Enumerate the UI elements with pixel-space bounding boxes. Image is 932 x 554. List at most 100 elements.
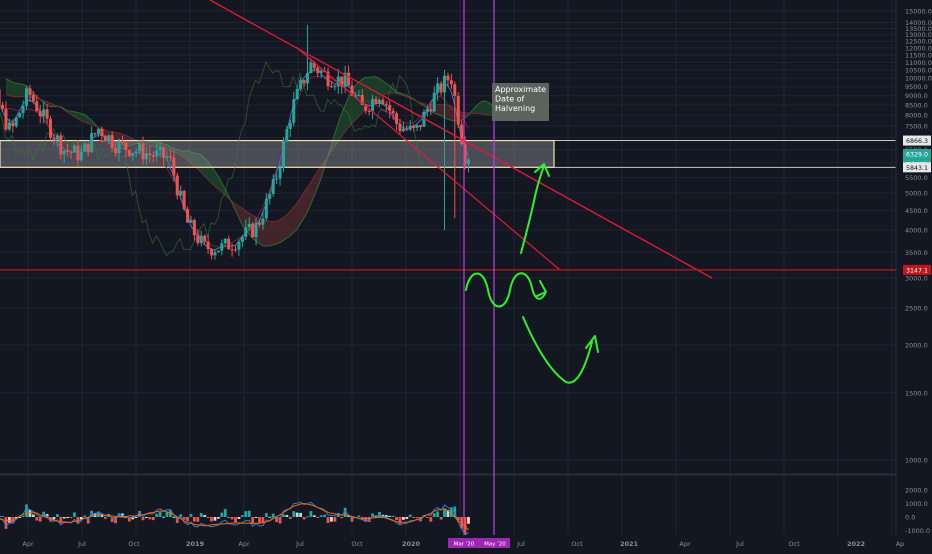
macd-histogram-bar <box>340 517 344 519</box>
candle-body <box>254 222 258 238</box>
candle-body <box>35 101 39 112</box>
cloud-segment <box>293 202 298 233</box>
candle-body <box>268 194 272 199</box>
price-tick-label: 10000.0 <box>905 75 932 83</box>
candle-body <box>76 145 80 161</box>
candle-body <box>1 104 5 109</box>
macd-histogram-bar <box>223 508 227 517</box>
macd-histogram-bar <box>268 516 272 518</box>
price-tick-label: 9000.0 <box>905 92 928 100</box>
macd-histogram-bar <box>25 504 28 517</box>
price-tick-label: 11000.0 <box>905 59 932 67</box>
cloud-segment <box>338 113 342 142</box>
candle-body <box>436 83 440 93</box>
ichimoku-clouds <box>5 76 517 247</box>
macd-histogram-bar <box>350 517 354 522</box>
candle-body <box>220 243 224 251</box>
macd-histogram-bar <box>45 513 49 517</box>
candle-body <box>340 76 344 87</box>
macd-histogram-bar <box>83 515 87 517</box>
macd-histogram-bar <box>66 517 70 518</box>
cloud-span-b <box>5 92 517 223</box>
candle-body <box>357 94 361 96</box>
macd-histogram-bar <box>343 507 347 517</box>
candle-body <box>305 72 309 84</box>
cloud-segment <box>211 166 215 187</box>
candle-body <box>90 133 94 153</box>
price-tick-label: 3500.0 <box>905 249 928 257</box>
macd-histogram-bar <box>330 517 333 522</box>
candle-body <box>443 75 447 93</box>
price-tick-label: 15000.0 <box>905 8 932 16</box>
candle-body <box>463 144 467 165</box>
macd-histogram-bar <box>216 517 220 519</box>
resistance-tag: 6866.3 <box>906 138 928 145</box>
macd-histogram-bar <box>7 517 11 523</box>
candle-body <box>391 110 395 114</box>
candle-body <box>377 99 381 104</box>
macd-histogram-bar <box>401 517 405 520</box>
cloud-segment <box>242 208 246 231</box>
candle-body <box>199 235 203 244</box>
candle-body <box>319 70 323 74</box>
macd-histogram-bar <box>275 517 279 523</box>
price-tick-label: 12000.0 <box>905 44 932 52</box>
candle-body <box>381 99 385 104</box>
macd-histogram-bar <box>227 517 231 518</box>
candle-body <box>31 94 35 102</box>
cloud-segment <box>283 214 287 241</box>
candle-body <box>168 156 172 158</box>
macd-histogram-bar <box>69 517 73 519</box>
candle-body <box>264 198 268 219</box>
candle-body <box>412 125 416 128</box>
resistance-tag-bg <box>903 135 931 146</box>
cloud-segment <box>379 78 383 98</box>
macd-histogram-bar <box>388 515 392 517</box>
cloud-segment <box>201 155 205 177</box>
cloud-segment <box>307 182 311 212</box>
candle-body <box>350 85 354 96</box>
macd-histogram-bar <box>460 517 464 529</box>
candle-body <box>384 103 388 105</box>
price-tick-label: 9500.0 <box>905 83 928 91</box>
candle-body <box>162 147 166 158</box>
cloud-segment <box>153 141 157 148</box>
macd-histogram-bar <box>271 513 275 517</box>
sideways-wave <box>465 272 546 308</box>
candle-body <box>192 219 196 236</box>
candle-body <box>326 71 330 87</box>
candle-body <box>114 147 118 154</box>
macd-histogram-bar <box>443 508 446 517</box>
macd-histogram-bar <box>145 517 148 518</box>
candle-body <box>196 235 200 244</box>
candle-body <box>134 151 138 153</box>
macd-histogram-bar <box>206 517 210 518</box>
candle-body <box>223 238 227 244</box>
low-line-tag: 3147.1 <box>906 267 928 274</box>
candle-body <box>117 141 121 154</box>
candle-body <box>100 128 104 137</box>
price-tick-label: 13500.0 <box>905 25 932 33</box>
price-tick-label: 12500.0 <box>905 38 932 46</box>
macd-histogram-bar <box>244 511 248 517</box>
date-tag-end-bg <box>480 538 510 548</box>
candle-body <box>244 227 248 237</box>
cloud-segment <box>77 112 82 121</box>
macd-histogram-bar <box>100 515 104 517</box>
candle-body <box>72 145 76 153</box>
macd-histogram-bar <box>124 516 128 518</box>
cloud-segment <box>156 142 161 148</box>
candle-body <box>388 104 392 111</box>
macd-histogram-bar <box>62 517 66 519</box>
candle-body <box>343 72 347 87</box>
candle-body <box>364 105 368 112</box>
annotation-box <box>492 83 549 121</box>
candle-body <box>275 178 279 180</box>
cloud-segment <box>204 158 209 180</box>
macd-histogram-bar <box>292 511 296 517</box>
candle-body <box>216 250 220 253</box>
macd-histogram-bar <box>131 517 135 520</box>
macd-histogram-bar <box>405 517 409 520</box>
